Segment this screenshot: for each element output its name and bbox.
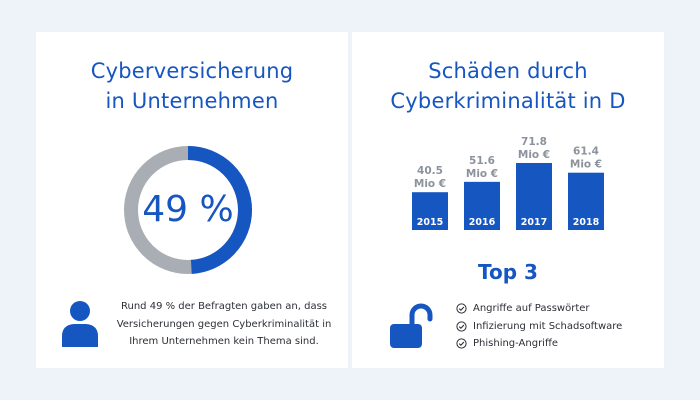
bar-2016 xyxy=(464,181,500,230)
insurance-description-line1: Rund 49 % der Befragten gaben an, dass xyxy=(121,301,327,312)
bar-category-label: 2017 xyxy=(521,217,547,228)
insurance-description-line3: Ihrem Unternehmen kein Thema sind. xyxy=(129,336,319,347)
bar-value-label: 40.5 xyxy=(417,165,443,177)
bar-2018 xyxy=(568,172,604,230)
top3-item-label: Phishing-Angriffe xyxy=(473,338,559,350)
damages-title: Schäden durch Cyberkriminalität in D xyxy=(352,56,664,116)
bar-value-label: 51.6 xyxy=(469,155,495,167)
bar-unit-label: Mio € xyxy=(414,178,446,190)
damages-title-line1: Schäden durch xyxy=(428,59,588,83)
bar-value-label: 71.8 xyxy=(521,136,547,148)
bar-unit-label: Mio € xyxy=(518,149,550,161)
top3-list: Angriffe auf Passwörter Infizierung mit S… xyxy=(456,300,622,353)
top3-item: Angriffe auf Passwörter xyxy=(456,300,622,318)
donut-ring xyxy=(124,146,252,274)
damages-title-line2: Cyberkriminalität in D xyxy=(390,89,626,113)
donut-percent-label: 49 % xyxy=(142,189,234,230)
donut-fill-arc xyxy=(124,146,252,274)
bar-category-label: 2018 xyxy=(573,217,600,228)
damages-panel: Schäden durch Cyberkriminalität in D 201… xyxy=(352,32,664,368)
check-circle-icon xyxy=(456,321,467,332)
top3-item: Phishing-Angriffe xyxy=(456,335,622,353)
insurance-title-line1: Cyberversicherung xyxy=(90,59,294,83)
bar-unit-label: Mio € xyxy=(570,159,602,171)
bar-value-label: 61.4 xyxy=(573,146,599,158)
check-circle-icon xyxy=(456,303,467,314)
insurance-title-line2: in Unternehmen xyxy=(105,89,279,113)
top3-item-label: Angriffe auf Passwörter xyxy=(473,303,590,315)
insurance-panel: Cyberversicherung in Unternehmen 49 % Ru… xyxy=(36,32,348,368)
top3-item-label: Infizierung mit Schadsoftware xyxy=(473,320,623,332)
unlocked-padlock-icon xyxy=(390,303,433,348)
bar-2015 xyxy=(412,192,448,230)
check-circle-icon xyxy=(456,338,467,349)
top3-item: Infizierung mit Schadsoftware xyxy=(456,318,622,336)
insurance-description-line2: Versicherungen gegen Cyberkriminalität i… xyxy=(116,318,332,330)
insurance-description: Rund 49 % der Befragten gaben an, dass V… xyxy=(112,298,336,351)
bar-category-label: 2016 xyxy=(469,217,496,228)
person-icon xyxy=(62,301,98,347)
bar-category-label: 2015 xyxy=(417,217,443,228)
insurance-title: Cyberversicherung in Unternehmen xyxy=(36,56,348,116)
top3-title: Top 3 xyxy=(478,260,538,284)
bar-2017 xyxy=(516,162,552,230)
bar-unit-label: Mio € xyxy=(466,168,498,180)
donut-chart: 49 % xyxy=(124,146,252,274)
